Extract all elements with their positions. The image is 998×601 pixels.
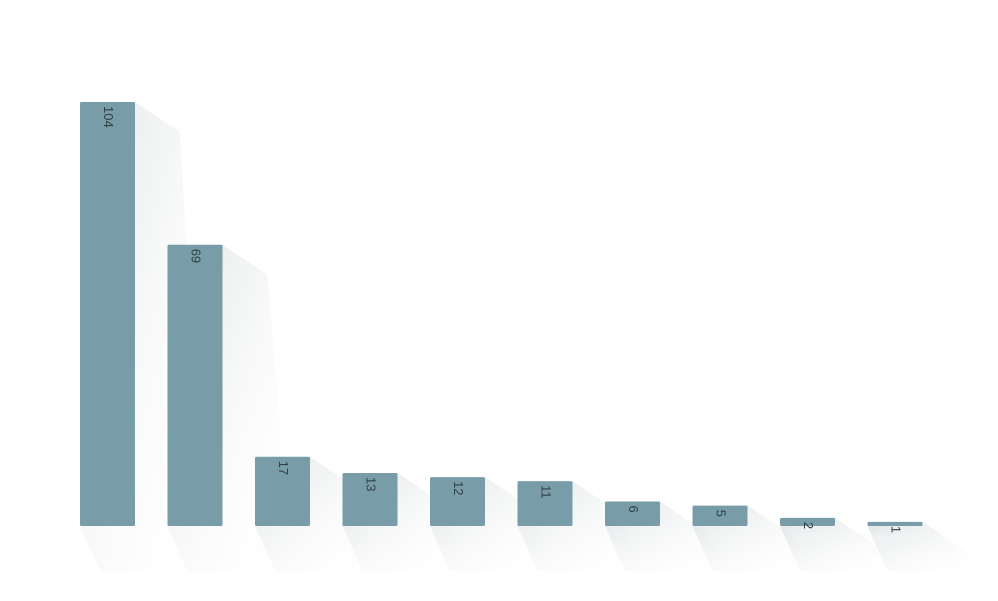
x-tick-label: Divorce	[792, 532, 823, 542]
value-label: 104	[101, 106, 116, 128]
bar	[517, 481, 573, 526]
bar-shadow	[780, 517, 905, 571]
bar-shadow	[867, 521, 993, 571]
value-label: 1	[889, 526, 904, 533]
bar	[692, 505, 748, 526]
value-label: 69	[189, 249, 204, 263]
value-label: 2	[801, 522, 816, 529]
value-label: 17	[276, 461, 291, 475]
value-label: 11	[539, 485, 554, 499]
value-label: 12	[451, 481, 466, 495]
bar	[342, 473, 398, 526]
bar	[80, 102, 135, 526]
x-tick-label: Couleur des yeux	[860, 532, 931, 542]
bar	[867, 521, 923, 526]
bar	[605, 501, 660, 526]
bar	[430, 477, 485, 526]
value-label: 5	[714, 510, 729, 517]
value-label: 6	[626, 506, 641, 513]
value-label: 13	[364, 477, 379, 491]
bar	[780, 517, 835, 526]
bar	[255, 456, 310, 526]
bar	[167, 244, 223, 526]
